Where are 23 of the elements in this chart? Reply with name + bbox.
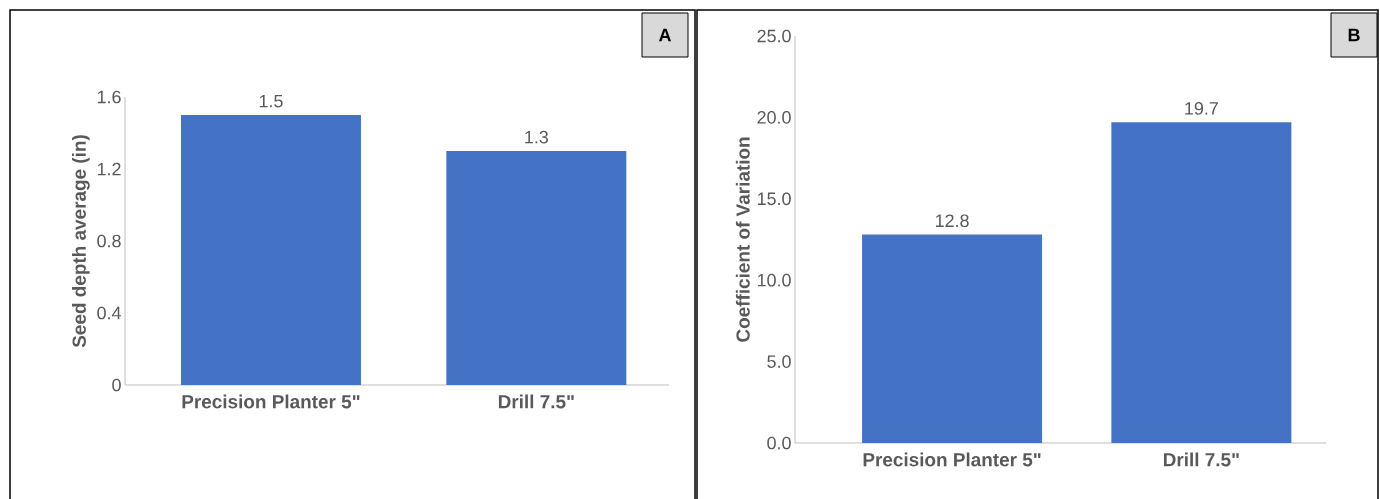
y-tick-label: 10.0 [757,273,791,287]
y-tick-label: 25.0 [757,29,791,43]
y-tick-label: 20.0 [757,111,791,124]
y-tick-label: 0 [112,378,121,392]
y-tick-label: 1.2 [97,162,121,176]
y-tick-label: 0.4 [97,306,121,320]
data-label: 1.5 [259,94,283,108]
x-tick-label: Drill 7.5" [498,394,574,409]
data-label: 12.8 [935,214,969,228]
y-tick-label: 5.0 [767,355,791,368]
y-axis-title: Coefficient of Variation [735,137,750,342]
y-tick-label: 0.8 [97,234,121,248]
y-tick-label: 0.0 [767,436,791,450]
data-label: 19.7 [1185,102,1218,115]
x-tick-label: Drill 7.5" [1163,452,1239,467]
text: A [658,28,672,42]
y-axis-title: Seed depth average (in) [72,135,90,348]
text: B [1348,28,1360,42]
y-tick-label: 1.6 [97,90,121,104]
x-tick-label: Precision Planter 5" [182,394,360,409]
y-tick-label: 15.0 [757,192,791,206]
data-label: 1.3 [525,130,549,144]
x-tick-label: Precision Planter 5" [863,452,1041,467]
